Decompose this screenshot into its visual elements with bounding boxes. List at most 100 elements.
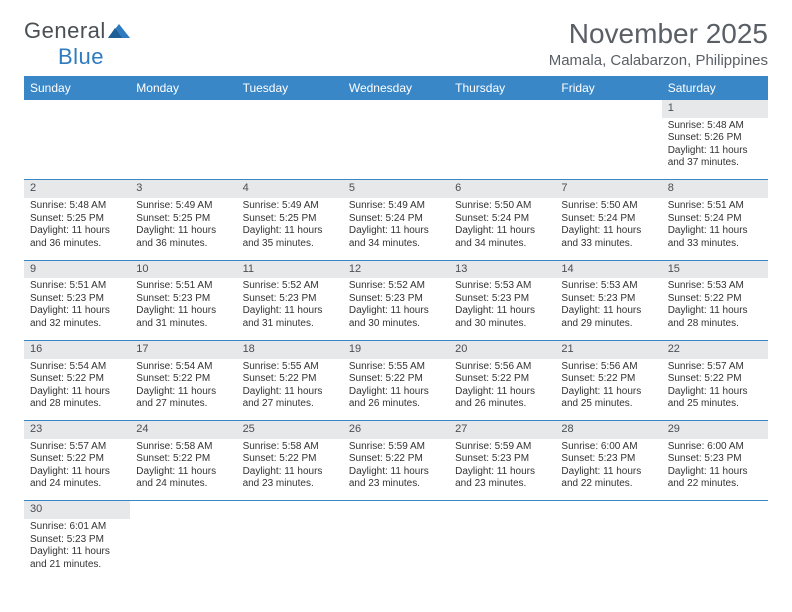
sunrise-line: Sunrise: 5:57 AM xyxy=(30,441,124,454)
daynum-row: 9101112131415 xyxy=(24,260,768,278)
day-cell: Sunrise: 5:53 AMSunset: 5:22 PMDaylight:… xyxy=(662,278,768,340)
day-cell xyxy=(662,519,768,581)
daynum-cell: 3 xyxy=(130,180,236,198)
weekday-header: Monday xyxy=(130,76,236,100)
day-cell: Sunrise: 5:52 AMSunset: 5:23 PMDaylight:… xyxy=(237,278,343,340)
day-content: Sunrise: 5:52 AMSunset: 5:23 PMDaylight:… xyxy=(237,278,343,334)
sunset-line: Sunset: 5:23 PM xyxy=(455,293,549,306)
day-cell: Sunrise: 5:59 AMSunset: 5:23 PMDaylight:… xyxy=(449,439,555,501)
daynum-cell: 27 xyxy=(449,421,555,439)
daynum-cell xyxy=(662,501,768,519)
day-cell: Sunrise: 5:51 AMSunset: 5:23 PMDaylight:… xyxy=(24,278,130,340)
daynum-cell: 11 xyxy=(237,260,343,278)
day-cell: Sunrise: 5:48 AMSunset: 5:26 PMDaylight:… xyxy=(662,118,768,180)
weekday-header-row: SundayMondayTuesdayWednesdayThursdayFrid… xyxy=(24,76,768,100)
day-content: Sunrise: 5:54 AMSunset: 5:22 PMDaylight:… xyxy=(130,359,236,415)
daylight-line: Daylight: 11 hours and 37 minutes. xyxy=(668,145,762,170)
day-cell xyxy=(130,519,236,581)
day-content: Sunrise: 5:48 AMSunset: 5:26 PMDaylight:… xyxy=(662,118,768,174)
day-content: Sunrise: 5:56 AMSunset: 5:22 PMDaylight:… xyxy=(555,359,661,415)
daynum-cell xyxy=(555,100,661,118)
sunrise-line: Sunrise: 5:54 AM xyxy=(30,361,124,374)
sunrise-line: Sunrise: 5:58 AM xyxy=(243,441,337,454)
sunrise-line: Sunrise: 5:55 AM xyxy=(349,361,443,374)
day-content: Sunrise: 5:59 AMSunset: 5:23 PMDaylight:… xyxy=(449,439,555,495)
day-cell: Sunrise: 5:57 AMSunset: 5:22 PMDaylight:… xyxy=(662,359,768,421)
day-content: Sunrise: 5:53 AMSunset: 5:23 PMDaylight:… xyxy=(555,278,661,334)
week-row: Sunrise: 5:48 AMSunset: 5:26 PMDaylight:… xyxy=(24,118,768,180)
day-content: Sunrise: 5:51 AMSunset: 5:23 PMDaylight:… xyxy=(24,278,130,334)
sunset-line: Sunset: 5:22 PM xyxy=(243,373,337,386)
daynum-cell: 8 xyxy=(662,180,768,198)
sunrise-line: Sunrise: 5:49 AM xyxy=(243,200,337,213)
sunset-line: Sunset: 5:25 PM xyxy=(243,213,337,226)
day-number: 2 xyxy=(24,180,130,198)
sunset-line: Sunset: 5:22 PM xyxy=(455,373,549,386)
daynum-cell xyxy=(343,100,449,118)
daynum-cell xyxy=(449,100,555,118)
daynum-row: 23242526272829 xyxy=(24,421,768,439)
weekday-header: Saturday xyxy=(662,76,768,100)
daylight-line: Daylight: 11 hours and 24 minutes. xyxy=(136,466,230,491)
daynum-cell: 26 xyxy=(343,421,449,439)
sunset-line: Sunset: 5:23 PM xyxy=(668,453,762,466)
day-number: 3 xyxy=(130,180,236,198)
day-content: Sunrise: 5:57 AMSunset: 5:22 PMDaylight:… xyxy=(662,359,768,415)
daynum-cell: 13 xyxy=(449,260,555,278)
daylight-line: Daylight: 11 hours and 31 minutes. xyxy=(136,305,230,330)
sunrise-line: Sunrise: 5:52 AM xyxy=(349,280,443,293)
day-cell xyxy=(130,118,236,180)
daynum-cell: 7 xyxy=(555,180,661,198)
daynum-cell: 2 xyxy=(24,180,130,198)
daylight-line: Daylight: 11 hours and 30 minutes. xyxy=(455,305,549,330)
daylight-line: Daylight: 11 hours and 27 minutes. xyxy=(136,386,230,411)
day-content: Sunrise: 5:54 AMSunset: 5:22 PMDaylight:… xyxy=(24,359,130,415)
day-content: Sunrise: 5:50 AMSunset: 5:24 PMDaylight:… xyxy=(555,198,661,254)
day-cell: Sunrise: 5:57 AMSunset: 5:22 PMDaylight:… xyxy=(24,439,130,501)
day-content: Sunrise: 5:53 AMSunset: 5:22 PMDaylight:… xyxy=(662,278,768,334)
daylight-line: Daylight: 11 hours and 31 minutes. xyxy=(243,305,337,330)
daynum-cell xyxy=(237,100,343,118)
day-cell: Sunrise: 5:55 AMSunset: 5:22 PMDaylight:… xyxy=(237,359,343,421)
week-row: Sunrise: 5:57 AM Sunset: 5:22 PM Daylight:… xyxy=(24,439,768,501)
daynum-cell: 1 xyxy=(662,100,768,118)
day-content: Sunrise: 6:01 AMSunset: 5:23 PMDaylight:… xyxy=(24,519,130,575)
day-number: 29 xyxy=(662,421,768,439)
day-cell: Sunrise: 5:56 AMSunset: 5:22 PMDaylight:… xyxy=(449,359,555,421)
sunrise-line: Sunrise: 5:56 AM xyxy=(561,361,655,374)
day-number: 8 xyxy=(662,180,768,198)
sunset-line: Sunset: 5:22 PM xyxy=(243,453,337,466)
day-number: 16 xyxy=(24,341,130,359)
daylight-line: Daylight: 11 hours and 27 minutes. xyxy=(243,386,337,411)
day-cell: Sunrise: 6:00 AMSunset: 5:23 PMDaylight:… xyxy=(662,439,768,501)
day-number: 23 xyxy=(24,421,130,439)
logo-word-blue: Blue xyxy=(58,44,104,69)
daylight-line: Daylight: 11 hours and 28 minutes. xyxy=(668,305,762,330)
sunset-line: Sunset: 5:23 PM xyxy=(349,293,443,306)
day-cell xyxy=(237,519,343,581)
day-number: 21 xyxy=(555,341,661,359)
day-cell xyxy=(237,118,343,180)
sunrise-line: Sunrise: 6:00 AM xyxy=(668,441,762,454)
daynum-cell: 24 xyxy=(130,421,236,439)
daynum-cell: 9 xyxy=(24,260,130,278)
daynum-cell: 30 xyxy=(24,501,130,519)
daynum-cell: 17 xyxy=(130,340,236,358)
day-number: 19 xyxy=(343,341,449,359)
logo-text: GeneralBlue xyxy=(24,18,130,70)
daynum-cell: 23 xyxy=(24,421,130,439)
day-content: Sunrise: 5:55 AMSunset: 5:22 PMDaylight:… xyxy=(237,359,343,415)
day-cell: Sunrise: 5:51 AMSunset: 5:23 PMDaylight:… xyxy=(130,278,236,340)
daynum-cell: 5 xyxy=(343,180,449,198)
day-number: 10 xyxy=(130,261,236,279)
sunrise-line: Sunrise: 5:54 AM xyxy=(136,361,230,374)
sunset-line: Sunset: 5:25 PM xyxy=(136,213,230,226)
sunrise-line: Sunrise: 5:48 AM xyxy=(668,120,762,133)
day-cell: Sunrise: 5:50 AMSunset: 5:24 PMDaylight:… xyxy=(555,198,661,260)
day-number: 22 xyxy=(662,341,768,359)
daynum-cell: 12 xyxy=(343,260,449,278)
daynum-cell: 14 xyxy=(555,260,661,278)
day-cell: Sunrise: 5:59 AMSunset: 5:22 PMDaylight:… xyxy=(343,439,449,501)
sunrise-line: Sunrise: 5:50 AM xyxy=(455,200,549,213)
day-content: Sunrise: 5:58 AMSunset: 5:22 PMDaylight:… xyxy=(237,439,343,495)
